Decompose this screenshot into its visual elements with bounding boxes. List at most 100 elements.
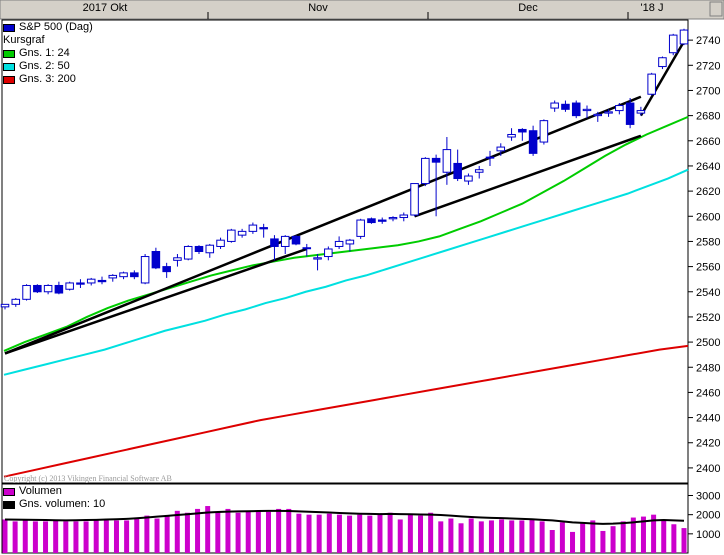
candle-body [227, 229, 236, 242]
candle-body [194, 245, 204, 253]
volume-bar [286, 508, 292, 553]
volume-bar [124, 520, 130, 553]
volume-bar [580, 523, 586, 553]
volume-bar [458, 523, 464, 553]
legend-ma1: Gns. 1: 24 [3, 47, 93, 60]
candle-body [119, 272, 128, 278]
candle-body [528, 130, 538, 154]
volume-bar [306, 514, 312, 553]
volume-bar [63, 521, 69, 553]
x-tick-label: 2017 Okt [83, 2, 128, 14]
volume-bar [600, 530, 606, 553]
legend-label: Volumen [19, 485, 62, 497]
legend-price: S&P 500 (Dag) [3, 21, 93, 34]
candle-body [593, 113, 603, 117]
volume-bar [407, 514, 413, 553]
candle-body [625, 102, 635, 125]
candle-body [76, 282, 85, 285]
candle-body [97, 279, 107, 283]
volume-bar [367, 515, 373, 553]
volume-bar [630, 517, 636, 553]
candle-body [86, 278, 96, 284]
candle-body [216, 239, 225, 247]
moving-average-line [3, 115, 689, 352]
candle-body [474, 169, 484, 173]
candle-body [377, 219, 387, 222]
candle-body [22, 284, 31, 300]
candle-body [205, 244, 215, 254]
volume-tick-label: 2000 [696, 510, 720, 522]
volume-bar [620, 521, 626, 553]
volume-bar [529, 518, 535, 553]
candle-body [334, 240, 344, 247]
volume-bar [174, 510, 180, 553]
candle-body [658, 57, 667, 68]
legend-ma3: Gns. 3: 200 [3, 73, 93, 86]
y-tick-label: 2720 [696, 60, 720, 72]
candle-body [345, 239, 355, 245]
volume-bar [73, 521, 79, 553]
volume-bar [651, 514, 657, 553]
y-tick-label: 2620 [696, 186, 720, 198]
y-tick-label: 2560 [696, 262, 720, 274]
candle-body [647, 73, 656, 95]
candle-body [291, 235, 301, 245]
y-tick-label: 2660 [696, 136, 720, 148]
candle-body [367, 218, 376, 224]
volume-bar [255, 510, 261, 553]
candle-body [561, 103, 570, 110]
candle-body [496, 146, 506, 152]
volume-bar [549, 530, 555, 553]
volume-bar [296, 513, 302, 553]
candle-body [237, 230, 247, 236]
volume-bar [468, 518, 474, 553]
volume-bar [32, 521, 38, 553]
volume-bar [154, 518, 160, 553]
x-tick-label: Nov [308, 2, 328, 14]
candle-body [324, 248, 333, 258]
legend-swatch [3, 75, 15, 84]
y-tick-label: 2480 [696, 362, 720, 374]
candle-body [108, 274, 118, 279]
volume-bar [12, 521, 18, 553]
candle-body [571, 102, 581, 117]
candle-body [442, 149, 452, 173]
volume-bar [144, 515, 150, 553]
candle-body [604, 111, 613, 114]
candle-body [518, 128, 527, 133]
candle-body [636, 110, 646, 114]
axis-ticks: 2400 2420 2440 2460 2480 2500 2520 2540 2560 2580… [688, 35, 720, 541]
volume-legend: Volumen Gns. volumen: 10 [3, 485, 105, 511]
volume-bar [225, 508, 231, 553]
volume-bar [519, 520, 525, 553]
candle-body [453, 162, 462, 180]
legend-swatch [3, 500, 15, 509]
scroll-button [709, 1, 723, 17]
volume-bar [681, 528, 687, 553]
candle-body [615, 105, 624, 112]
candle-body [313, 257, 322, 260]
legend-label: Gns. 1: 24 [19, 47, 70, 59]
copyright-text: Copyright (c) 2013 Vikingen Financial So… [4, 474, 172, 483]
candle-body [507, 133, 516, 138]
volume-bar [205, 506, 211, 553]
volume-bar [316, 514, 322, 553]
chart-subtitle: Kursgraf [3, 34, 45, 46]
candle-body [302, 247, 312, 250]
candle-body [550, 102, 559, 109]
volume-bar [83, 521, 89, 553]
volume-bar [377, 514, 383, 553]
volume-bar [387, 512, 393, 553]
candle-body [33, 284, 42, 293]
volume-bar [478, 521, 484, 553]
legend-label: Gns. 2: 50 [19, 60, 70, 72]
x-tick-label: '18 J [641, 2, 664, 14]
y-tick-label: 2680 [696, 111, 720, 123]
candle-body [0, 303, 10, 308]
y-tick-label: 2600 [696, 211, 720, 223]
volume-bar [326, 513, 332, 553]
legend-volume-avg: Gns. volumen: 10 [3, 498, 105, 511]
legend-volume: Volumen [3, 485, 105, 498]
volume-bar [539, 521, 545, 553]
